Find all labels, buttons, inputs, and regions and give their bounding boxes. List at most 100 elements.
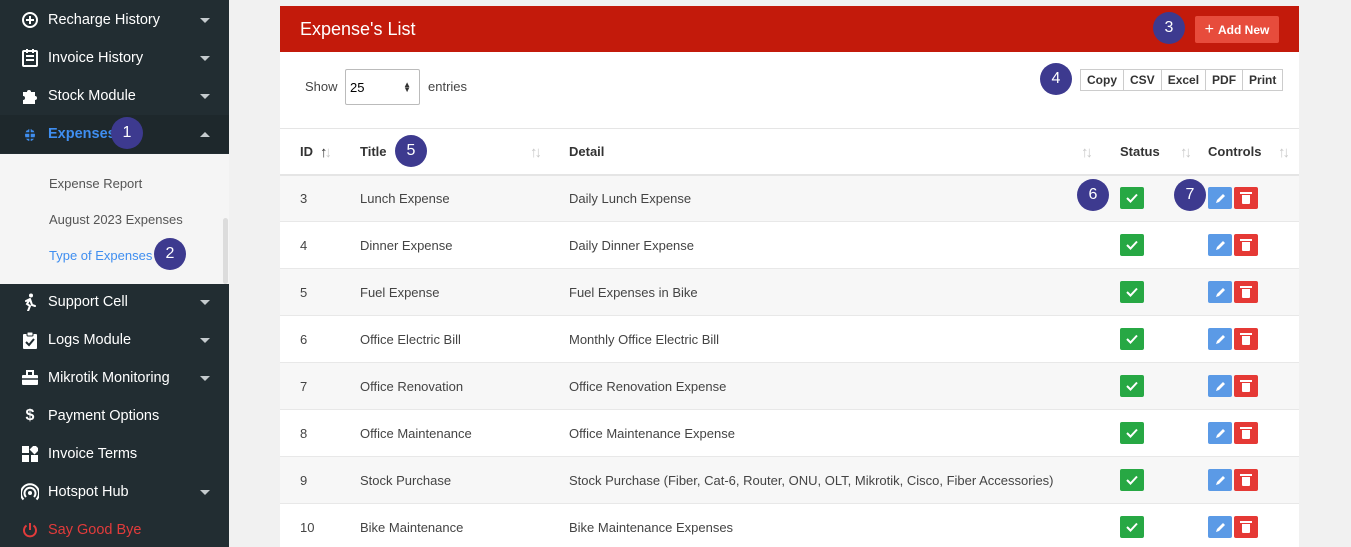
delete-button[interactable] [1234,234,1258,256]
edit-button[interactable] [1208,281,1232,303]
sidebar-item-mikrotik-monitoring[interactable]: Mikrotik Monitoring [0,359,229,397]
hotspot-icon [21,483,39,501]
plus-icon: + [1204,20,1214,38]
cell-id: 4 [280,221,360,269]
status-check-button[interactable] [1120,422,1144,444]
delete-button[interactable] [1234,422,1258,444]
cell-detail: Daily Dinner Expense [569,221,1120,269]
annotation-badge: 1 [111,117,143,149]
annotation-badge: 7 [1174,179,1206,211]
delete-button[interactable] [1234,281,1258,303]
sidebar-item-invoice-terms[interactable]: Invoice Terms [0,435,229,473]
submenu-item-august-2023-expenses[interactable]: August 2023 Expenses [49,212,183,227]
pencil-icon [1215,193,1225,203]
sidebar-item-label: Invoice History [48,50,144,66]
column-header-detail[interactable]: Detail ↑↓ [569,128,1120,176]
table-body: 3 Lunch Expense Daily Lunch Expense 4 Dinner… [280,174,1299,547]
csv-button[interactable]: CSV [1124,70,1162,90]
pencil-icon [1215,428,1225,438]
check-icon [1126,428,1138,438]
edit-button[interactable] [1208,516,1232,539]
sidebar-item-payment-options[interactable]: $ Payment Options [0,397,229,435]
status-check-button[interactable] [1120,328,1144,350]
sidebar-item-logs-module[interactable]: Logs Module [0,321,229,359]
cell-id: 6 [280,315,360,363]
entries-select[interactable]: 25 ▲ ▼ [345,69,420,105]
edit-button[interactable] [1208,328,1232,350]
status-check-button[interactable] [1120,281,1144,303]
check-icon [1126,240,1138,250]
status-check-button[interactable] [1120,234,1144,256]
annotation-badge: 4 [1040,63,1072,95]
sidebar-item-label: Support Cell [48,294,128,310]
expense-list-panel: Expense's List + Add New Show 25 ▲ ▼ entr… [280,6,1299,547]
trash-icon [1240,379,1252,392]
sidebar-item-hotspot-hub[interactable]: Hotspot Hub [0,473,229,511]
pdf-button[interactable]: PDF [1206,70,1244,90]
pencil-icon [1215,334,1225,344]
cell-title: Bike Maintenance [360,503,569,547]
copy-button[interactable]: Copy [1081,70,1124,90]
sidebar-item-invoice-history[interactable]: Invoice History [0,39,229,77]
delete-button[interactable] [1234,469,1258,491]
edit-button[interactable] [1208,422,1232,444]
sidebar-item-label: Recharge History [48,12,161,28]
table-row: 6 Office Electric Bill Monthly Office Elec… [280,315,1299,363]
edit-button[interactable] [1208,375,1232,397]
annotation-badge: 3 [1153,12,1185,44]
cell-id: 7 [280,362,360,410]
submenu-item-type-of-expenses[interactable]: Type of Expenses [49,248,153,263]
sidebar-item-recharge-history[interactable]: Recharge History [0,1,229,39]
trash-icon [1240,426,1252,439]
status-check-button[interactable] [1120,469,1144,491]
edit-button[interactable] [1208,234,1232,256]
cell-status [1120,221,1208,269]
status-check-button[interactable] [1120,187,1144,210]
cell-status [1120,315,1208,363]
chevron-down-icon [200,17,210,23]
table-row: 3 Lunch Expense Daily Lunch Expense [280,174,1299,222]
cell-controls [1208,315,1299,363]
cell-status [1120,409,1208,457]
bug-icon [21,125,39,143]
delete-button[interactable] [1234,187,1258,210]
delete-button[interactable] [1234,328,1258,350]
delete-button[interactable] [1234,375,1258,397]
add-new-button[interactable]: + Add New [1195,16,1279,43]
status-check-button[interactable] [1120,516,1144,539]
edit-button[interactable] [1208,187,1232,210]
invoice-icon [21,49,39,67]
delete-button[interactable] [1234,516,1258,539]
cell-id: 9 [280,456,360,504]
expenses-table: ID ↑↓ Title ↑↓ Detail ↑↓ Status ↑↓ Contr… [280,128,1299,547]
submenu-item-expense-report[interactable]: Expense Report [49,176,143,191]
cell-title: Dinner Expense [360,221,569,269]
pencil-icon [1215,475,1225,485]
cell-detail: Fuel Expenses in Bike [569,268,1120,316]
check-icon [1126,381,1138,391]
cell-title: Office Maintenance [360,409,569,457]
cell-id: 10 [280,503,360,547]
print-button[interactable]: Print [1243,70,1283,90]
cell-title: Lunch Expense [360,174,569,222]
sidebar-item-say-good-bye[interactable]: Say Good Bye [0,511,229,547]
sidebar-scrollbar[interactable] [223,218,228,284]
panel-header: Expense's List + Add New [280,6,1299,52]
cell-controls [1208,362,1299,410]
cell-title: Fuel Expense [360,268,569,316]
status-check-button[interactable] [1120,375,1144,397]
column-header-id[interactable]: ID ↑↓ [280,128,360,176]
pencil-icon [1215,240,1225,250]
sidebar-item-stock-module[interactable]: Stock Module [0,77,229,115]
annotation-badge: 2 [154,238,186,270]
cell-detail: Office Renovation Expense [569,362,1120,410]
edit-button[interactable] [1208,469,1232,491]
chevron-down-icon [200,337,210,343]
annotation-badge: 5 [395,135,427,167]
column-header-title[interactable]: Title ↑↓ [360,128,569,176]
column-header-controls[interactable]: Controls ↑↓ [1208,128,1299,176]
sidebar-item-support-cell[interactable]: Support Cell [0,283,229,321]
column-header-status[interactable]: Status ↑↓ [1120,128,1208,176]
excel-button[interactable]: Excel [1161,70,1207,90]
chevron-down-icon [200,299,210,305]
